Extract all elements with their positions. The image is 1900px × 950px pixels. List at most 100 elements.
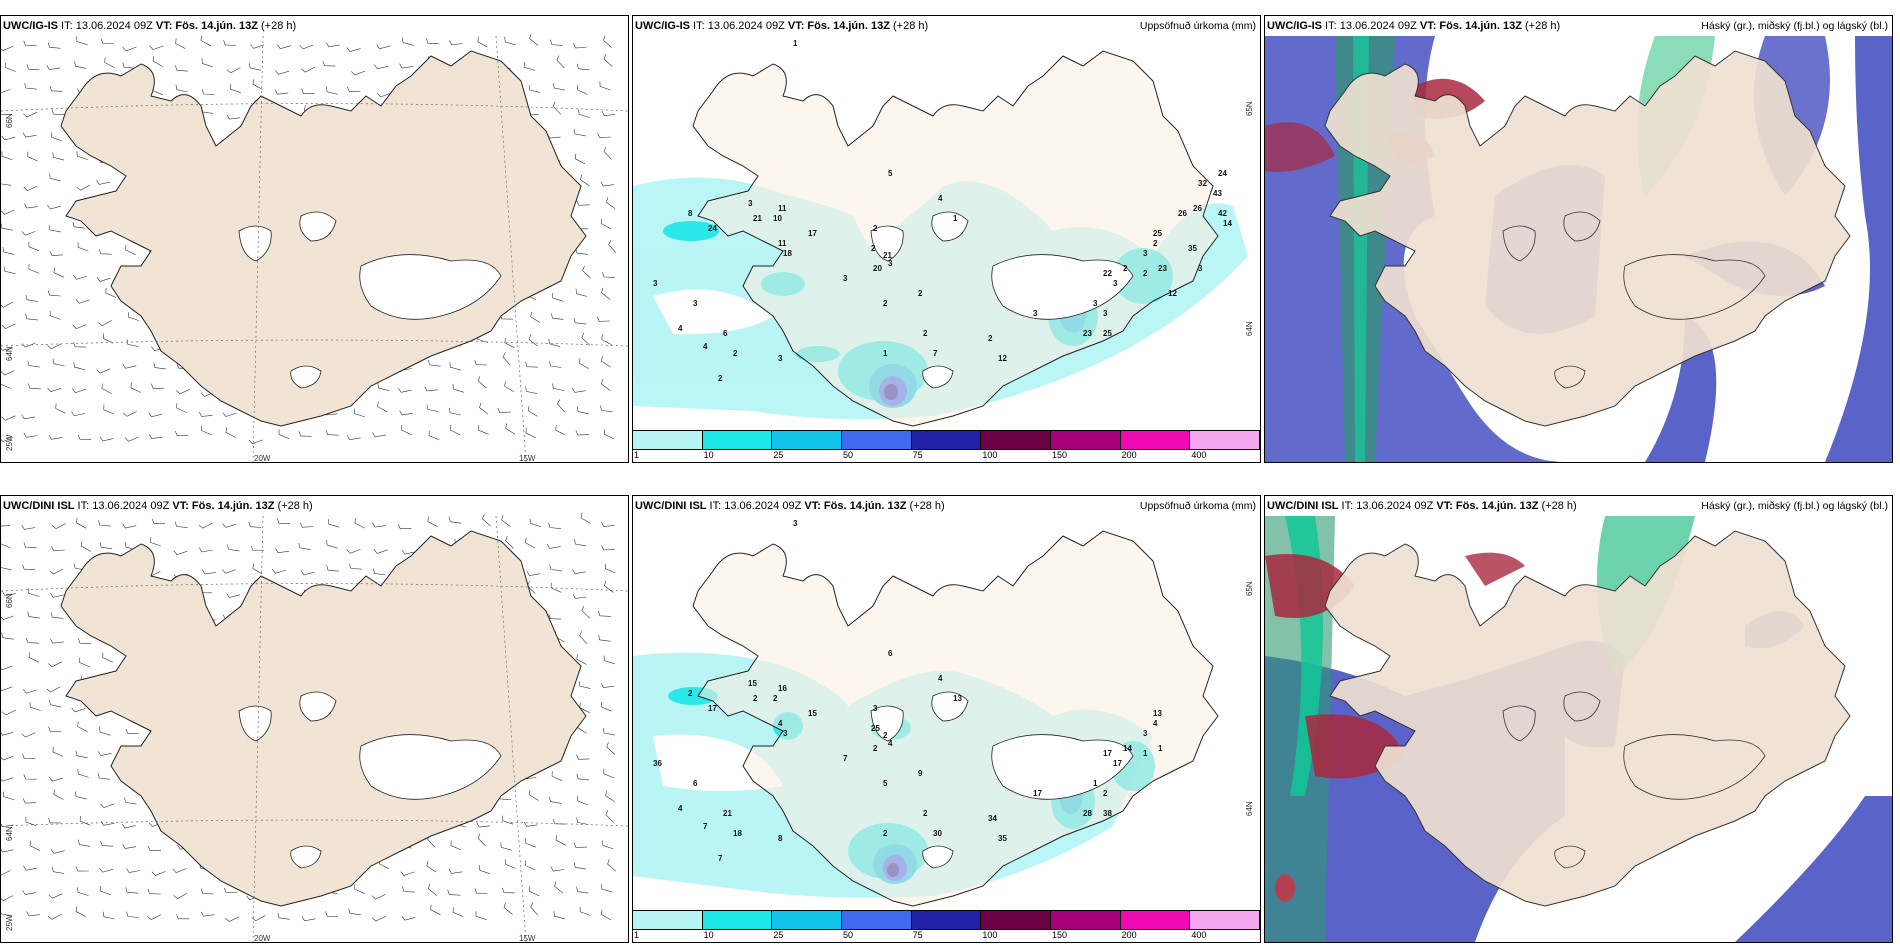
wind-barb (525, 860, 536, 871)
wind-barb (576, 200, 590, 206)
lon-label-15w: 15W (519, 454, 536, 463)
wind-barb (47, 387, 62, 393)
wind-barb (225, 916, 240, 922)
wind-barb (147, 914, 162, 921)
precip-value-label: 20 (873, 264, 882, 273)
wind-barb (22, 753, 36, 759)
precip-value-label: 3 (1093, 299, 1098, 308)
wind-barb (603, 768, 615, 779)
colorbar-segment (1190, 911, 1260, 929)
wind-barb (579, 906, 591, 916)
wind-barb (574, 539, 587, 547)
wind-barb (49, 310, 61, 320)
wind-barb (598, 634, 611, 642)
wind-barb (72, 388, 86, 393)
lat-label-65n: 65N (1245, 101, 1254, 116)
wind-barb (74, 61, 87, 69)
wind-barb (604, 563, 616, 574)
wind-barb (198, 522, 213, 529)
colorbar-tick-label: 50 (843, 930, 854, 940)
wind-barb (479, 865, 491, 875)
precip-value-label: 5 (888, 169, 893, 178)
precip-value-label: 3 (1033, 309, 1038, 318)
lon-label-15w: 15W (519, 934, 536, 943)
wind-barb (52, 746, 64, 757)
wind-barb (1, 755, 14, 761)
wind-barb (500, 842, 512, 851)
precip-value-label: 1 (953, 214, 958, 223)
wind-barb (353, 408, 365, 418)
precip-value-label: 24 (1218, 169, 1227, 178)
wind-barb (450, 840, 462, 851)
wind-barb (21, 525, 36, 530)
precip-value-label: 17 (708, 704, 717, 713)
wind-barb (576, 817, 589, 825)
wind-barb (1, 46, 14, 52)
wind-barb (148, 412, 163, 418)
wind-barb (48, 661, 63, 668)
wind-barb (50, 638, 64, 644)
precip-value-label: 26 (1178, 209, 1187, 218)
wind-barb (449, 407, 461, 416)
colorbar-tick-label: 100 (982, 930, 998, 940)
wind-barb (529, 886, 540, 897)
wind-barb (53, 267, 65, 278)
wind-barb (572, 569, 586, 575)
precip-value-label: 6 (888, 649, 893, 658)
precip-value-label: 26 (1193, 204, 1202, 213)
wind-barb (99, 726, 111, 736)
wind-barb (21, 414, 36, 420)
wind-barb (222, 412, 237, 417)
wind-barb (602, 272, 615, 278)
wind-barb (173, 893, 188, 899)
wind-barb (346, 435, 361, 441)
wind-barb (97, 751, 112, 756)
wind-barb (325, 911, 339, 917)
wind-barb (124, 797, 137, 805)
wind-barb (528, 334, 539, 347)
lat-label-64n: 64N (1245, 801, 1254, 816)
wind-barb (52, 866, 65, 874)
precip-value-label: 18 (783, 249, 792, 258)
panel-header: UWC/IG-IS IT: 13.06.2024 09Z VT: Fös. 14… (635, 20, 929, 32)
wind-barb (605, 790, 615, 802)
wind-barb (398, 388, 412, 393)
wind-barb (577, 795, 589, 806)
wind-barb (301, 916, 316, 922)
wind-barb (1, 870, 11, 876)
wind-barb (176, 388, 191, 395)
wind-barb (430, 904, 441, 915)
precip-value-label: 3 (888, 259, 893, 268)
wind-barb (27, 151, 38, 162)
wind-barb (76, 36, 88, 45)
wind-barb (529, 518, 542, 527)
precip-value-label: 23 (1083, 329, 1092, 338)
precip-value-label: 2 (753, 694, 758, 703)
wind-barb (1, 437, 14, 442)
precip-value-label: 3 (873, 704, 878, 713)
wind-barb (452, 907, 464, 917)
precip-value-label: 16 (778, 684, 787, 693)
wind-barb (574, 153, 586, 165)
colorbar-tick-label: 50 (843, 450, 854, 460)
wind-barb (579, 631, 588, 645)
colorbar-segment (842, 431, 912, 449)
wind-barb (374, 64, 389, 70)
wind-barb (252, 563, 263, 575)
wind-barb (1, 370, 15, 376)
wind-barb (200, 35, 211, 46)
wind-barb (1, 777, 14, 782)
wind-barb (201, 425, 212, 436)
wind-barb (573, 317, 587, 325)
wind-barb (578, 681, 591, 689)
wind-barb (200, 911, 215, 917)
wind-barb (77, 887, 89, 896)
wind-barb (100, 820, 115, 826)
wind-barb (152, 56, 163, 67)
wind-barb (578, 358, 589, 369)
precip-colorbar (633, 430, 1260, 450)
precip-value-label: 34 (988, 814, 997, 823)
colorbar-segment (981, 911, 1052, 929)
wind-barb (75, 906, 86, 917)
wind-barb (2, 591, 16, 596)
